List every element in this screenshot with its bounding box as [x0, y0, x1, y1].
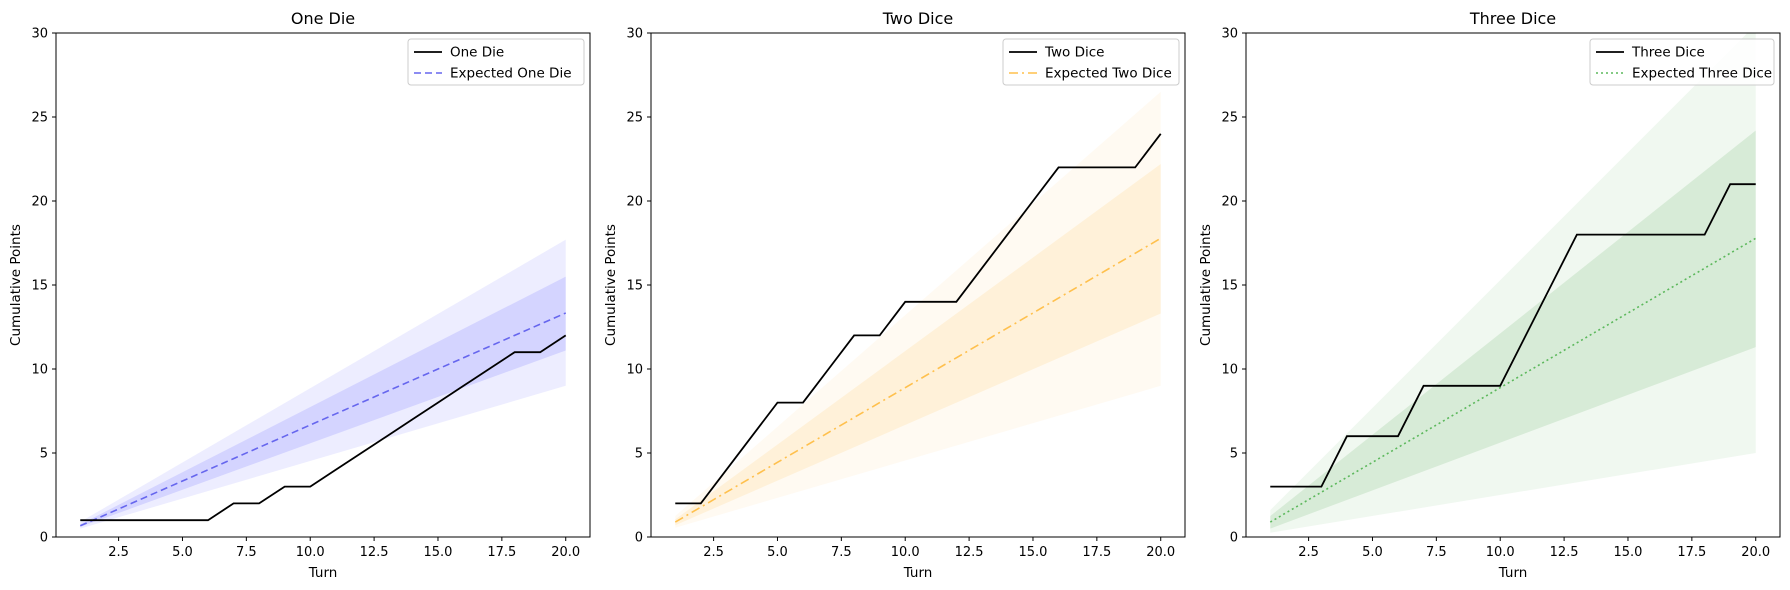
- y-tick-label: 10: [31, 363, 48, 378]
- legend-box: [1589, 38, 1775, 86]
- x-tick-label: 10.0: [296, 545, 325, 560]
- x-tick-label: 12.5: [955, 545, 984, 560]
- y-tick-label: 15: [1221, 279, 1238, 294]
- y-tick-label: 15: [31, 279, 48, 294]
- x-tick-label: 20.0: [551, 545, 580, 560]
- y-tick-label: 25: [626, 111, 643, 126]
- legend-box: [407, 38, 585, 86]
- y-axis-label: Cumulative Points: [8, 224, 24, 346]
- chart-title: One Die: [291, 9, 355, 28]
- x-tick-label: 17.5: [1677, 545, 1706, 560]
- confidence-band-2: [675, 164, 1161, 526]
- legend-label: Two Dice: [1044, 45, 1104, 61]
- y-tick-label: 20: [626, 195, 643, 210]
- y-axis-label: Cumulative Points: [1198, 224, 1214, 346]
- x-tick-label: 15.0: [1613, 545, 1642, 560]
- x-tick-label: 20.0: [1741, 545, 1770, 560]
- y-tick-label: 10: [1221, 363, 1238, 378]
- y-axis-label: Cumulative Points: [603, 224, 619, 346]
- x-tick-label: 15.0: [423, 545, 452, 560]
- series-line-expected-three-dice: [1269, 237, 1757, 523]
- x-tick-label: 20.0: [1146, 545, 1175, 560]
- y-tick-label: 5: [40, 447, 48, 462]
- x-axis-label: Turn: [1498, 565, 1528, 581]
- x-tick-label: 10.0: [1486, 545, 1515, 560]
- y-tick-label: 30: [626, 27, 643, 42]
- x-tick-label: 2.5: [703, 545, 724, 560]
- chart-panel-3: 2.5 5.0 7.5 10.0 12.5 15.0 17.5 20.0 0 5 10 15 20 25 3…: [1198, 9, 1781, 581]
- legend-label: Expected Two Dice: [1045, 66, 1172, 82]
- y-tick-label: 10: [626, 363, 643, 378]
- plot-area: [79, 239, 567, 529]
- x-tick-label: 17.5: [487, 545, 516, 560]
- series-line-one-die: [80, 334, 567, 522]
- x-tick-label: 7.5: [831, 545, 852, 560]
- series-line-expected-one-die: [79, 312, 567, 527]
- y-tick-label: 5: [1230, 447, 1238, 462]
- x-tick-label: 2.5: [1298, 545, 1319, 560]
- x-tick-label: 7.5: [1426, 545, 1447, 560]
- confidence-band-1: [1270, 33, 1756, 533]
- x-tick-label: 12.5: [360, 545, 389, 560]
- confidence-band-2: [1270, 130, 1756, 529]
- x-axis-label: Turn: [308, 565, 338, 581]
- y-tick-label: 30: [31, 27, 48, 42]
- x-tick-label: 2.5: [108, 545, 129, 560]
- y-tick-label: 15: [626, 279, 643, 294]
- y-tick-label: 30: [1221, 27, 1238, 42]
- chart-title: Three Dice: [1469, 9, 1556, 28]
- legend: Three Dice Expected Three Dice: [1589, 38, 1775, 86]
- chart-panel-2: 2.5 5.0 7.5 10.0 12.5 15.0 17.5 20.0 0 5 10 15 20 25 3…: [603, 9, 1186, 581]
- chart-title: Two Dice: [882, 9, 954, 28]
- plot-area: [674, 91, 1162, 528]
- legend-box: [1002, 38, 1180, 86]
- x-tick-label: 17.5: [1082, 545, 1111, 560]
- x-tick-label: 15.0: [1018, 545, 1047, 560]
- series-line-two-dice: [675, 133, 1162, 505]
- y-tick-label: 25: [31, 111, 48, 126]
- y-tick-label: 0: [635, 531, 643, 546]
- y-tick-label: 0: [1230, 531, 1238, 546]
- series-line-three-dice: [1270, 183, 1756, 488]
- confidence-band-1: [675, 91, 1161, 528]
- legend: Two Dice Expected Two Dice: [1002, 38, 1180, 86]
- y-tick-label: 20: [1221, 195, 1238, 210]
- x-tick-label: 5.0: [767, 545, 788, 560]
- y-tick-label: 25: [1221, 111, 1238, 126]
- legend: One Die Expected One Die: [407, 38, 585, 86]
- x-tick-label: 10.0: [891, 545, 920, 560]
- y-tick-label: 0: [40, 531, 48, 546]
- confidence-band-1: [80, 239, 566, 529]
- x-tick-label: 5.0: [172, 545, 193, 560]
- plot-area: [1269, 33, 1757, 533]
- x-tick-label: 7.5: [236, 545, 257, 560]
- x-tick-label: 5.0: [1362, 545, 1383, 560]
- legend-label: One Die: [450, 45, 504, 61]
- x-tick-label: 12.5: [1550, 545, 1579, 560]
- chart-panel-1: 2.5 5.0 7.5 10.0 12.5 15.0 17.5 20.0 0 5 10 15 20 25 3…: [8, 9, 591, 581]
- confidence-band-2: [80, 276, 566, 527]
- y-tick-label: 20: [31, 195, 48, 210]
- y-tick-label: 5: [635, 447, 643, 462]
- legend-label: Expected One Die: [450, 66, 572, 82]
- x-axis-label: Turn: [903, 565, 933, 581]
- legend-label: Three Dice: [1631, 45, 1705, 61]
- legend-label: Expected Three Dice: [1632, 66, 1772, 82]
